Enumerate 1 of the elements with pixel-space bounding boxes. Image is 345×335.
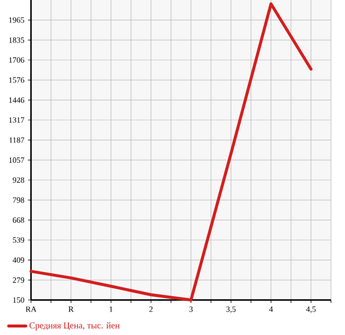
legend-label: Средняя Цена, тыс. йен [30, 322, 120, 330]
